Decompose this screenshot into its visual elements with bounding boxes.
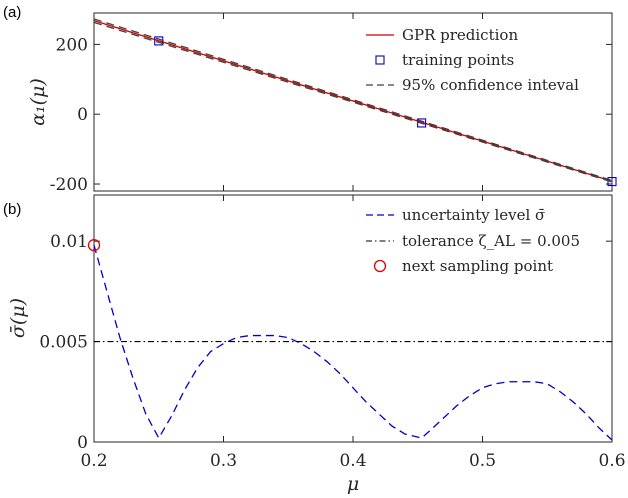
y-tick-label: 0.005 — [39, 333, 88, 353]
y-tick-label: 0 — [77, 105, 88, 125]
panel-a: (a) 200 0 -200 α₁(μ) GPR prediction traini… — [3, 4, 617, 195]
training-point — [417, 118, 427, 128]
y-tick-label: 200 — [56, 35, 88, 55]
legend-next-point-swatch — [373, 259, 387, 273]
panel-b-x-ticks: 0.2 0.3 0.4 0.5 0.6 — [80, 195, 626, 471]
y-tick-label: -200 — [50, 175, 88, 195]
panel-a-label: (a) — [3, 4, 21, 21]
legend-confidence-label: 95% confidence inteval — [402, 76, 579, 94]
gpr-prediction-line — [93, 20, 613, 182]
95-confidence-inteval-lower-bound — [93, 21, 613, 183]
panel-b-label: (b) — [3, 201, 21, 218]
x-tick-label: 0.4 — [339, 451, 366, 471]
panel-b-legend: uncertainty level σ̄ tolerance ζ_AL = 0.… — [366, 206, 580, 275]
panel-b-y-ticks: 0 0.005 0.01 — [39, 232, 612, 453]
x-tick-label: 0.5 — [469, 451, 496, 471]
panel-a-x-ticks — [93, 13, 613, 191]
panel-a-y-ticks: 200 0 -200 — [50, 35, 612, 195]
legend-uncertainty-label: uncertainty level σ̄ — [402, 206, 545, 224]
95-confidence-inteval-upper-bound — [93, 18, 613, 182]
panel-b: (b) 0 0.005 0.01 0.2 0.3 0.4 0.5 0.6 σ̄(μ) μ u… — [3, 194, 626, 495]
panel-a-plot-area — [93, 18, 617, 187]
legend-tolerance-label: tolerance ζ_AL = 0.005 — [402, 232, 580, 250]
legend-training-label: training points — [402, 51, 514, 69]
y-tick-label: 0.01 — [50, 232, 88, 252]
panel-a-axes-frame — [93, 12, 613, 192]
y-tick-label: 0 — [77, 433, 88, 453]
uncertainty-level-line — [93, 245, 613, 441]
legend-gpr-label: GPR prediction — [402, 26, 518, 44]
panel-b-y-axis-label: σ̄(μ) — [7, 298, 29, 338]
panel-a-legend: GPR prediction training points 95% confi… — [366, 26, 579, 94]
panel-b-plot-area — [87, 239, 613, 441]
x-tick-label: 0.3 — [210, 451, 237, 471]
x-axis-label: μ — [347, 473, 359, 495]
legend-next-point-label: next sampling point — [402, 257, 553, 275]
legend-training-swatch — [375, 55, 385, 65]
x-tick-label: 0.2 — [80, 451, 107, 471]
next-sampling-point — [87, 239, 101, 252]
training-point — [607, 177, 617, 187]
panel-a-y-axis-label: α₁(μ) — [27, 78, 49, 126]
x-tick-label: 0.6 — [598, 451, 625, 471]
